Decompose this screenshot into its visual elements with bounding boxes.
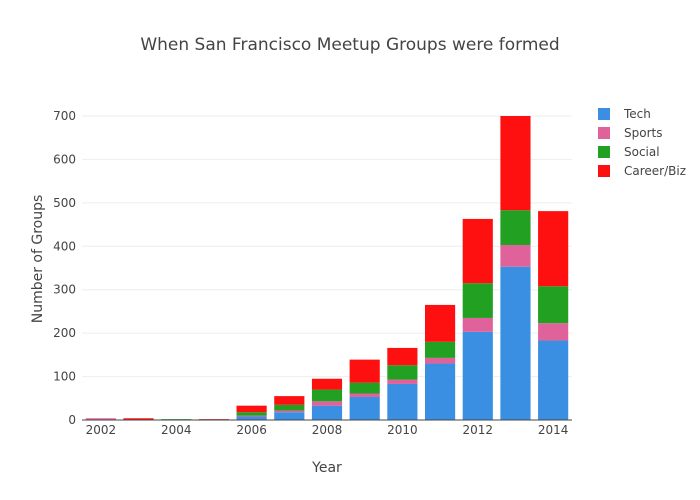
- bar-tech: [387, 383, 418, 420]
- bar-sports: [311, 401, 343, 406]
- bar-career-biz: [349, 359, 380, 383]
- y-tick-label: 200: [53, 326, 76, 340]
- bar-career-biz: [311, 378, 343, 390]
- bar-career-biz: [274, 396, 305, 405]
- legend-label: Career/Biz: [624, 164, 686, 178]
- x-axis-label: Year: [311, 460, 342, 476]
- bar-tech: [274, 412, 305, 420]
- bar-social: [236, 412, 267, 416]
- legend-swatch: [598, 108, 610, 120]
- y-tick-labels: 0 100 200 300 400 500 600 700: [53, 109, 76, 427]
- x-tick-labels: 2002 2004 2006 2008 2010 2012 2014: [86, 423, 569, 437]
- bar-social: [349, 382, 380, 394]
- bar-tech: [462, 331, 493, 420]
- y-tick-label: 400: [53, 239, 76, 253]
- bar-social: [462, 283, 493, 318]
- y-tick-label: 0: [68, 413, 76, 427]
- bar-sports: [85, 418, 116, 420]
- bar-sports: [274, 410, 305, 413]
- legend: Tech Sports Social Career/Biz: [598, 107, 686, 178]
- bar-sports: [462, 317, 493, 332]
- bars: [85, 116, 569, 421]
- bar-social: [311, 389, 343, 402]
- legend-swatch: [598, 146, 610, 158]
- bar-sports: [349, 393, 380, 397]
- bar-tech: [500, 266, 531, 420]
- legend-swatch: [598, 127, 610, 139]
- bar-career-biz: [387, 347, 418, 366]
- x-tick-label: 2006: [236, 423, 267, 437]
- x-tick-label: 2014: [538, 423, 569, 437]
- bar-tech: [311, 405, 343, 420]
- legend-label: Social: [624, 145, 660, 159]
- bar-sports: [538, 323, 569, 341]
- y-axis-label: Number of Groups: [30, 195, 46, 324]
- bar-career-biz: [123, 418, 154, 420]
- bar-social: [500, 210, 531, 245]
- chart-title: When San Francisco Meetup Groups were fo…: [140, 35, 559, 55]
- bar-career-biz: [500, 116, 531, 211]
- y-tick-label: 700: [53, 109, 76, 123]
- y-tick-label: 100: [53, 370, 76, 384]
- y-tick-label: 600: [53, 152, 76, 166]
- legend-label: Sports: [624, 126, 662, 140]
- bar-career-biz: [462, 218, 493, 284]
- bar-tech: [425, 363, 456, 420]
- y-tick-label: 300: [53, 283, 76, 297]
- bar-tech: [349, 396, 380, 420]
- bar-sports: [500, 244, 531, 267]
- bar-social: [274, 404, 305, 411]
- bar-career-biz: [538, 211, 569, 287]
- bar-tech: [236, 416, 267, 420]
- bar-social: [425, 341, 456, 358]
- x-tick-label: 2002: [86, 423, 117, 437]
- bar-sports: [425, 357, 456, 364]
- x-tick-label: 2004: [161, 423, 192, 437]
- x-tick-label: 2008: [312, 423, 343, 437]
- x-tick-label: 2012: [462, 423, 493, 437]
- bar-social: [538, 286, 569, 324]
- bar-tech: [538, 340, 569, 420]
- bar-career-biz: [236, 405, 267, 413]
- bar-social: [387, 365, 418, 380]
- bar-sports: [387, 379, 418, 384]
- bar-career-biz: [425, 304, 456, 342]
- x-tick-label: 2010: [387, 423, 418, 437]
- bar-career-biz: [198, 419, 229, 420]
- y-tick-label: 500: [53, 196, 76, 210]
- legend-label: Tech: [623, 107, 651, 121]
- bar-sports: [236, 415, 267, 417]
- gridlines: [82, 115, 572, 378]
- legend-swatch: [598, 165, 610, 177]
